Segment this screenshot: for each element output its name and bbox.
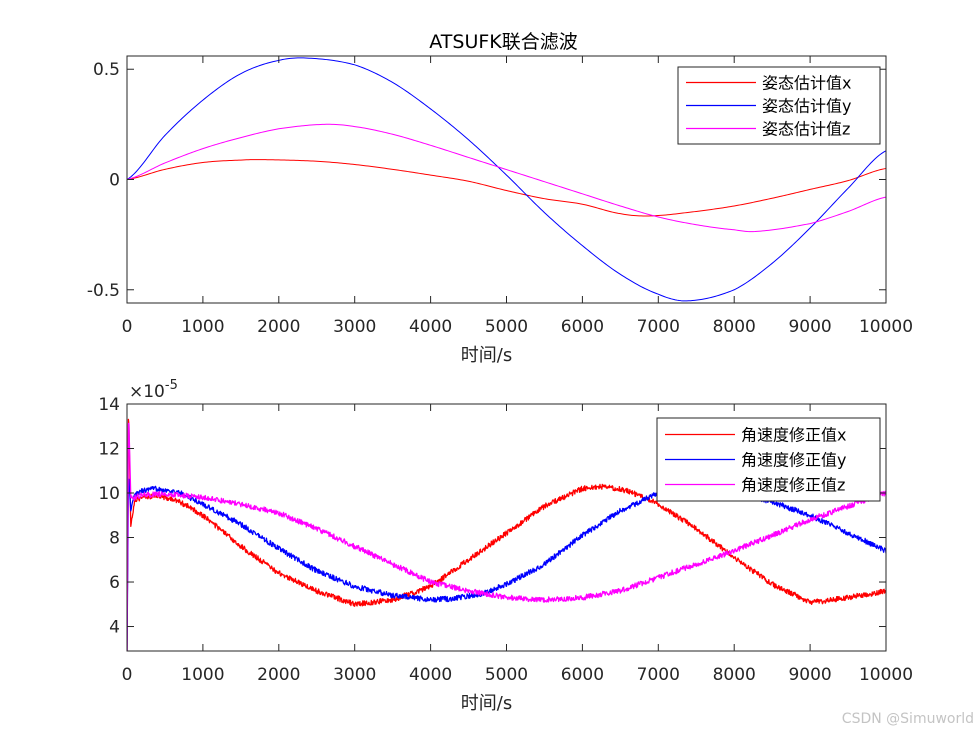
- watermark: CSDN @Simuworld: [841, 711, 974, 727]
- x-tick-label: 5000: [485, 317, 528, 337]
- y-tick-label: 12: [98, 440, 120, 460]
- y-tick-label: 14: [98, 395, 120, 415]
- x-axis-label: 时间/s: [461, 693, 512, 714]
- x-tick-label: 0: [122, 317, 133, 337]
- series-line-1: [127, 159, 886, 217]
- legend-label-2: 姿态估计值y: [762, 97, 851, 116]
- x-tick-label: 3000: [333, 317, 376, 337]
- legend-label-3: 角速度修正值z: [741, 476, 845, 495]
- y-tick-label: -0.5: [87, 281, 120, 301]
- y-tick-label: 4: [109, 618, 120, 638]
- legend-label-3: 姿态估计值z: [762, 120, 850, 139]
- x-tick-label: 9000: [788, 317, 831, 337]
- series-line-2: [127, 57, 886, 302]
- y-tick-label: 0: [109, 171, 120, 191]
- x-tick-label: 10000: [859, 317, 913, 337]
- x-tick-label: 9000: [788, 665, 831, 685]
- legend-label-1: 姿态估计值x: [762, 74, 851, 93]
- x-tick-label: 5000: [485, 665, 528, 685]
- x-tick-label: 2000: [257, 317, 300, 337]
- legend: 角速度修正值x 角速度修正值y 角速度修正值z: [656, 417, 881, 502]
- x-tick-label: 6000: [561, 317, 604, 337]
- x-tick-label: 8000: [713, 317, 756, 337]
- y-tick-label: 0.5: [93, 60, 120, 80]
- x-tick-label: 8000: [713, 665, 756, 685]
- x-tick-label: 7000: [637, 665, 680, 685]
- x-tick-label: 1000: [181, 665, 224, 685]
- series-group: [127, 57, 886, 302]
- y-tick-label: 6: [109, 573, 120, 593]
- x-tick-label: 10000: [859, 665, 913, 685]
- x-tick-label: 1000: [181, 317, 224, 337]
- legend-label-2: 角速度修正值y: [741, 451, 846, 470]
- chart-panel-1: 0 1000 2000 3000 4000 5000 6000 7000 8000 9000 100…: [87, 31, 913, 366]
- series-line-3: [127, 123, 886, 233]
- x-tick-label: 4000: [409, 665, 452, 685]
- series-line-1: [127, 418, 886, 651]
- legend: 姿态估计值x 姿态估计值y 姿态估计值z: [677, 66, 881, 145]
- x-tick-label: 0: [122, 665, 133, 685]
- chart-panel-2: 0 1000 2000 3000 4000 5000 6000 7000 8000 9000 100…: [98, 378, 913, 714]
- legend-label-1: 角速度修正值x: [741, 426, 846, 445]
- x-tick-label: 3000: [333, 665, 376, 685]
- x-tick-label: 2000: [257, 665, 300, 685]
- x-tick-label: 6000: [561, 665, 604, 685]
- x-axis-label: 时间/s: [461, 345, 512, 366]
- chart-title: ATSUFK联合滤波: [429, 31, 577, 53]
- y-tick-label: 8: [109, 529, 120, 549]
- y-tick-label: 10: [98, 484, 120, 504]
- y-exponent-label: ×10-5: [129, 378, 178, 402]
- series-line-3: [127, 422, 886, 651]
- x-tick-label: 7000: [637, 317, 680, 337]
- x-tick-label: 4000: [409, 317, 452, 337]
